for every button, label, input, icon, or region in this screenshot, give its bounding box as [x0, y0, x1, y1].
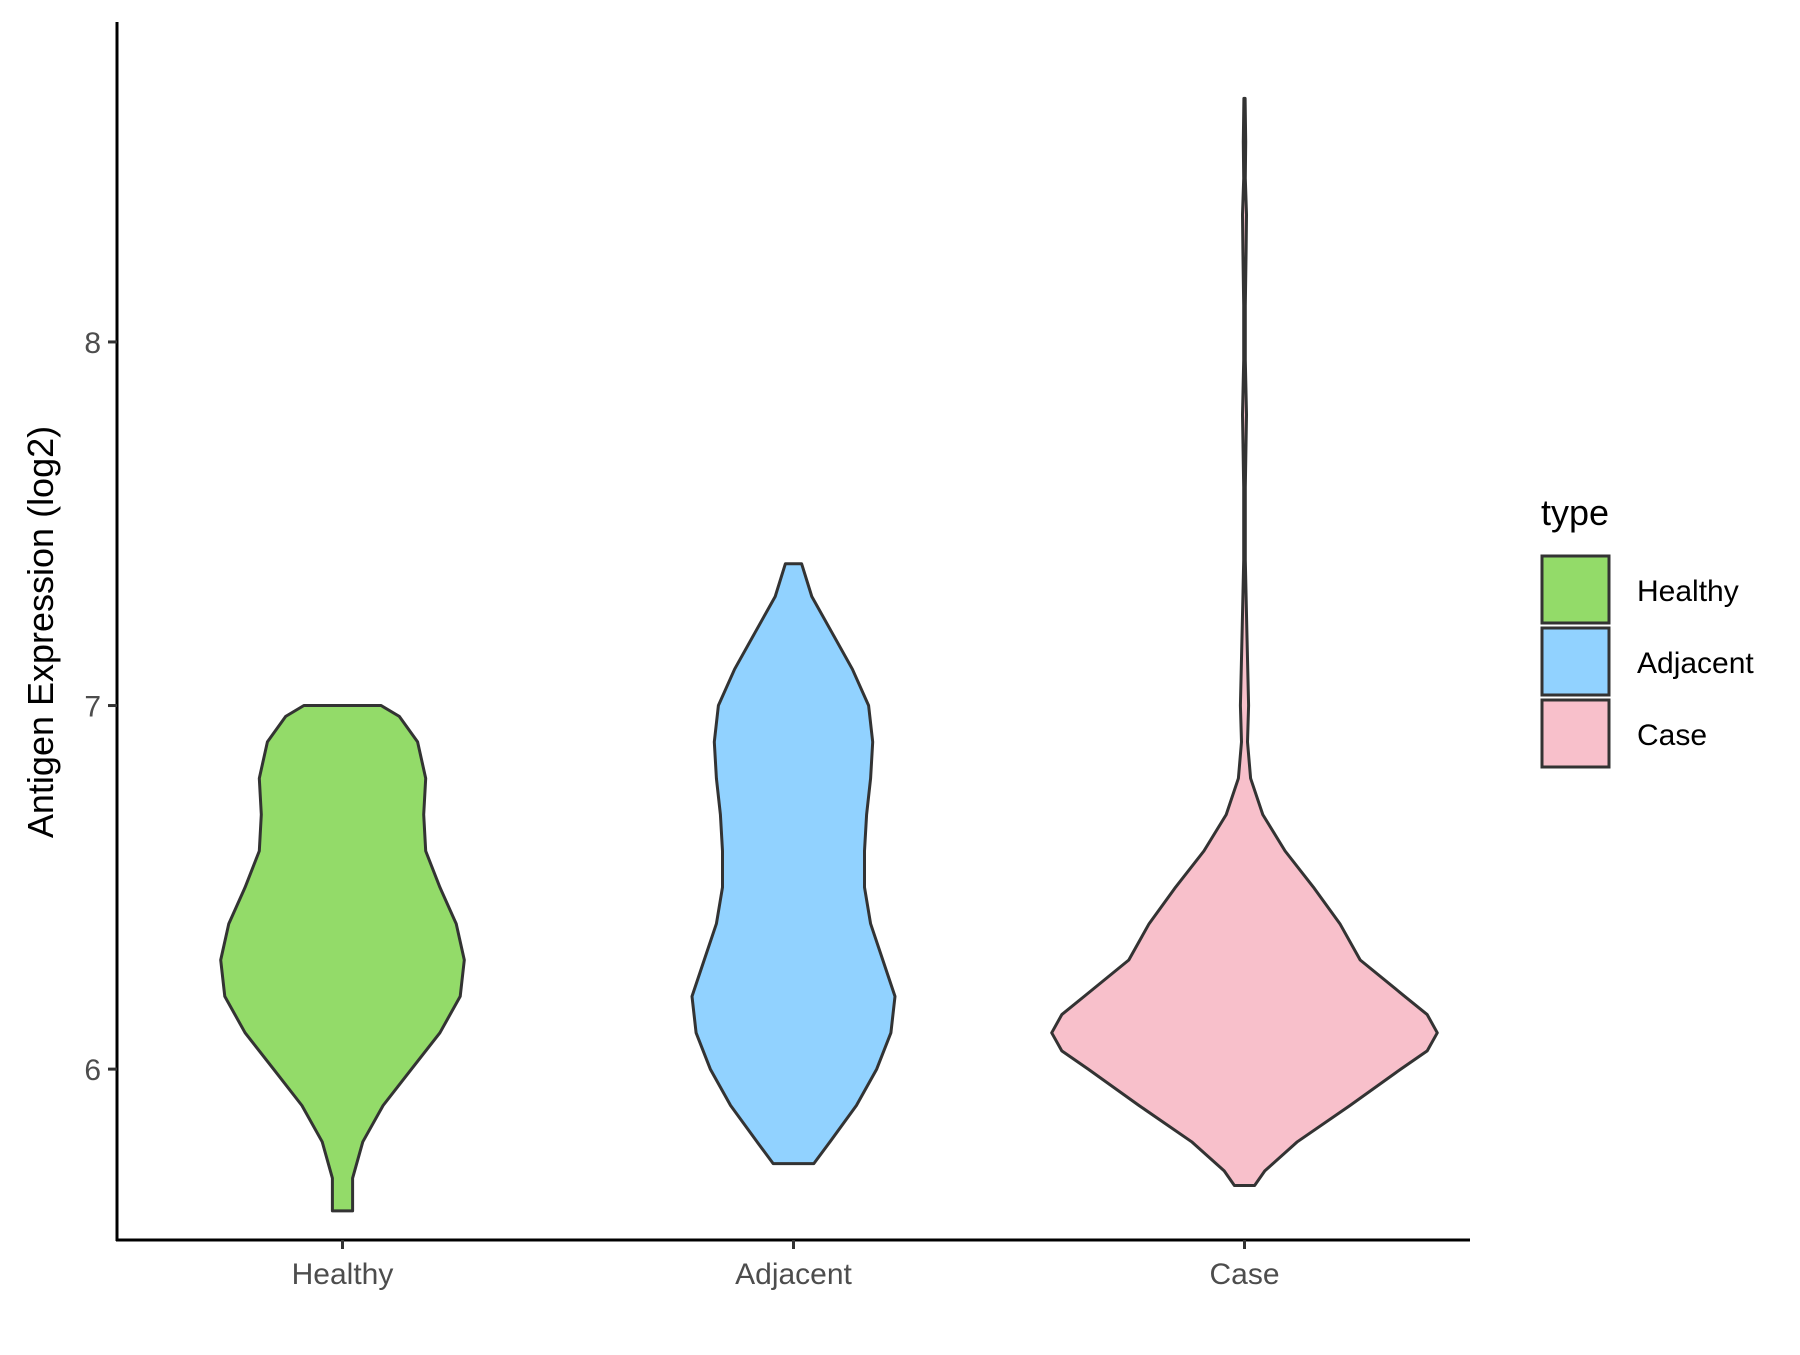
y-tick-label: 6	[84, 1054, 101, 1087]
y-ticks: 6 7 8	[84, 327, 117, 1087]
violin-case	[1050, 96, 1439, 1187]
legend-label-case: Case	[1637, 719, 1707, 752]
legend-label-healthy: Healthy	[1637, 575, 1739, 608]
legend-swatch-case	[1540, 698, 1611, 769]
legend-label-adjacent: Adjacent	[1637, 647, 1754, 680]
violin-healthy	[219, 704, 466, 1213]
y-tick-label: 7	[84, 691, 101, 724]
x-ticks: Healthy Adjacent Case	[292, 1240, 1280, 1291]
y-tick-label: 8	[84, 327, 101, 360]
x-tick-label-case: Case	[1209, 1258, 1279, 1291]
legend: type Healthy Adjacent Case	[1540, 492, 1754, 769]
violin-adjacent	[690, 562, 897, 1166]
legend-swatch-adjacent	[1540, 626, 1611, 697]
legend-swatch-healthy	[1540, 554, 1611, 625]
violin-layer	[219, 96, 1439, 1213]
x-tick-label-adjacent: Adjacent	[735, 1258, 852, 1291]
x-tick-label-healthy: Healthy	[292, 1258, 394, 1291]
legend-items: Healthy Adjacent Case	[1540, 554, 1754, 769]
y-axis-title: Antigen Expression (log2)	[20, 426, 61, 838]
legend-title: type	[1541, 492, 1609, 533]
